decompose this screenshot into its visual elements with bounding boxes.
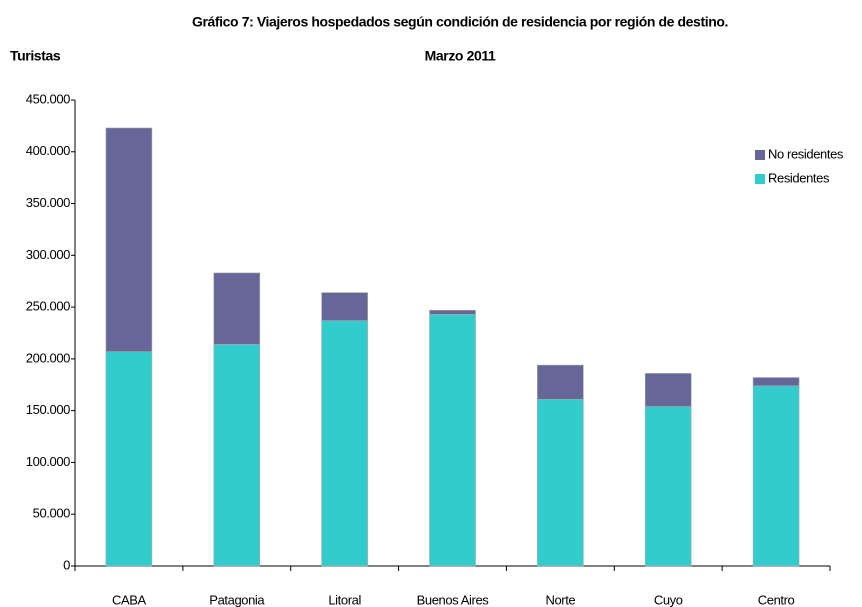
bar-segment	[429, 314, 476, 567]
x-tick-label: Buenos Aires	[417, 592, 490, 607]
bar-segment	[105, 127, 153, 352]
x-tick-label: Patagonia	[209, 592, 265, 607]
y-tick-label: 50.000	[33, 506, 71, 521]
bar-segment	[105, 351, 153, 567]
x-tick-label: Cuyo	[654, 592, 683, 607]
x-tick-label: Litoral	[328, 592, 361, 607]
bar-segment	[429, 309, 476, 315]
bar-segment	[537, 398, 584, 567]
bar-segment	[321, 292, 368, 321]
bar-segment	[321, 320, 368, 567]
legend-swatch	[755, 150, 765, 160]
bar-segment	[537, 364, 584, 400]
y-tick-label: 100.000	[26, 454, 70, 469]
y-tick-label: 300.000	[26, 247, 70, 262]
x-tick-label: Norte	[545, 592, 575, 607]
y-tick-label: 0	[63, 557, 70, 572]
x-tick-label: CABA	[112, 592, 147, 607]
legend-label: No residentes	[768, 146, 844, 161]
legend-label: Residentes	[768, 170, 830, 185]
bar-segment	[213, 272, 261, 345]
chart-subtitle: Marzo 2011	[425, 48, 496, 64]
bar-segment	[644, 406, 692, 567]
y-tick-label: 200.000	[26, 350, 70, 365]
y-tick-label: 450.000	[26, 91, 70, 106]
y-tick-label: 350.000	[26, 195, 70, 210]
bar-segment	[644, 373, 692, 407]
legend-swatch	[755, 174, 765, 184]
y-axis-label: Turistas	[10, 48, 61, 64]
bar-segment	[752, 377, 800, 387]
bar-segment	[213, 344, 261, 567]
x-tick-label: Centro	[758, 592, 795, 607]
y-tick-label: 150.000	[26, 402, 70, 417]
chart-title: Gráfico 7: Viajeros hospedados según con…	[192, 14, 728, 30]
bar-segment	[752, 385, 800, 567]
y-tick-label: 400.000	[26, 143, 70, 158]
y-tick-label: 250.000	[26, 299, 70, 314]
